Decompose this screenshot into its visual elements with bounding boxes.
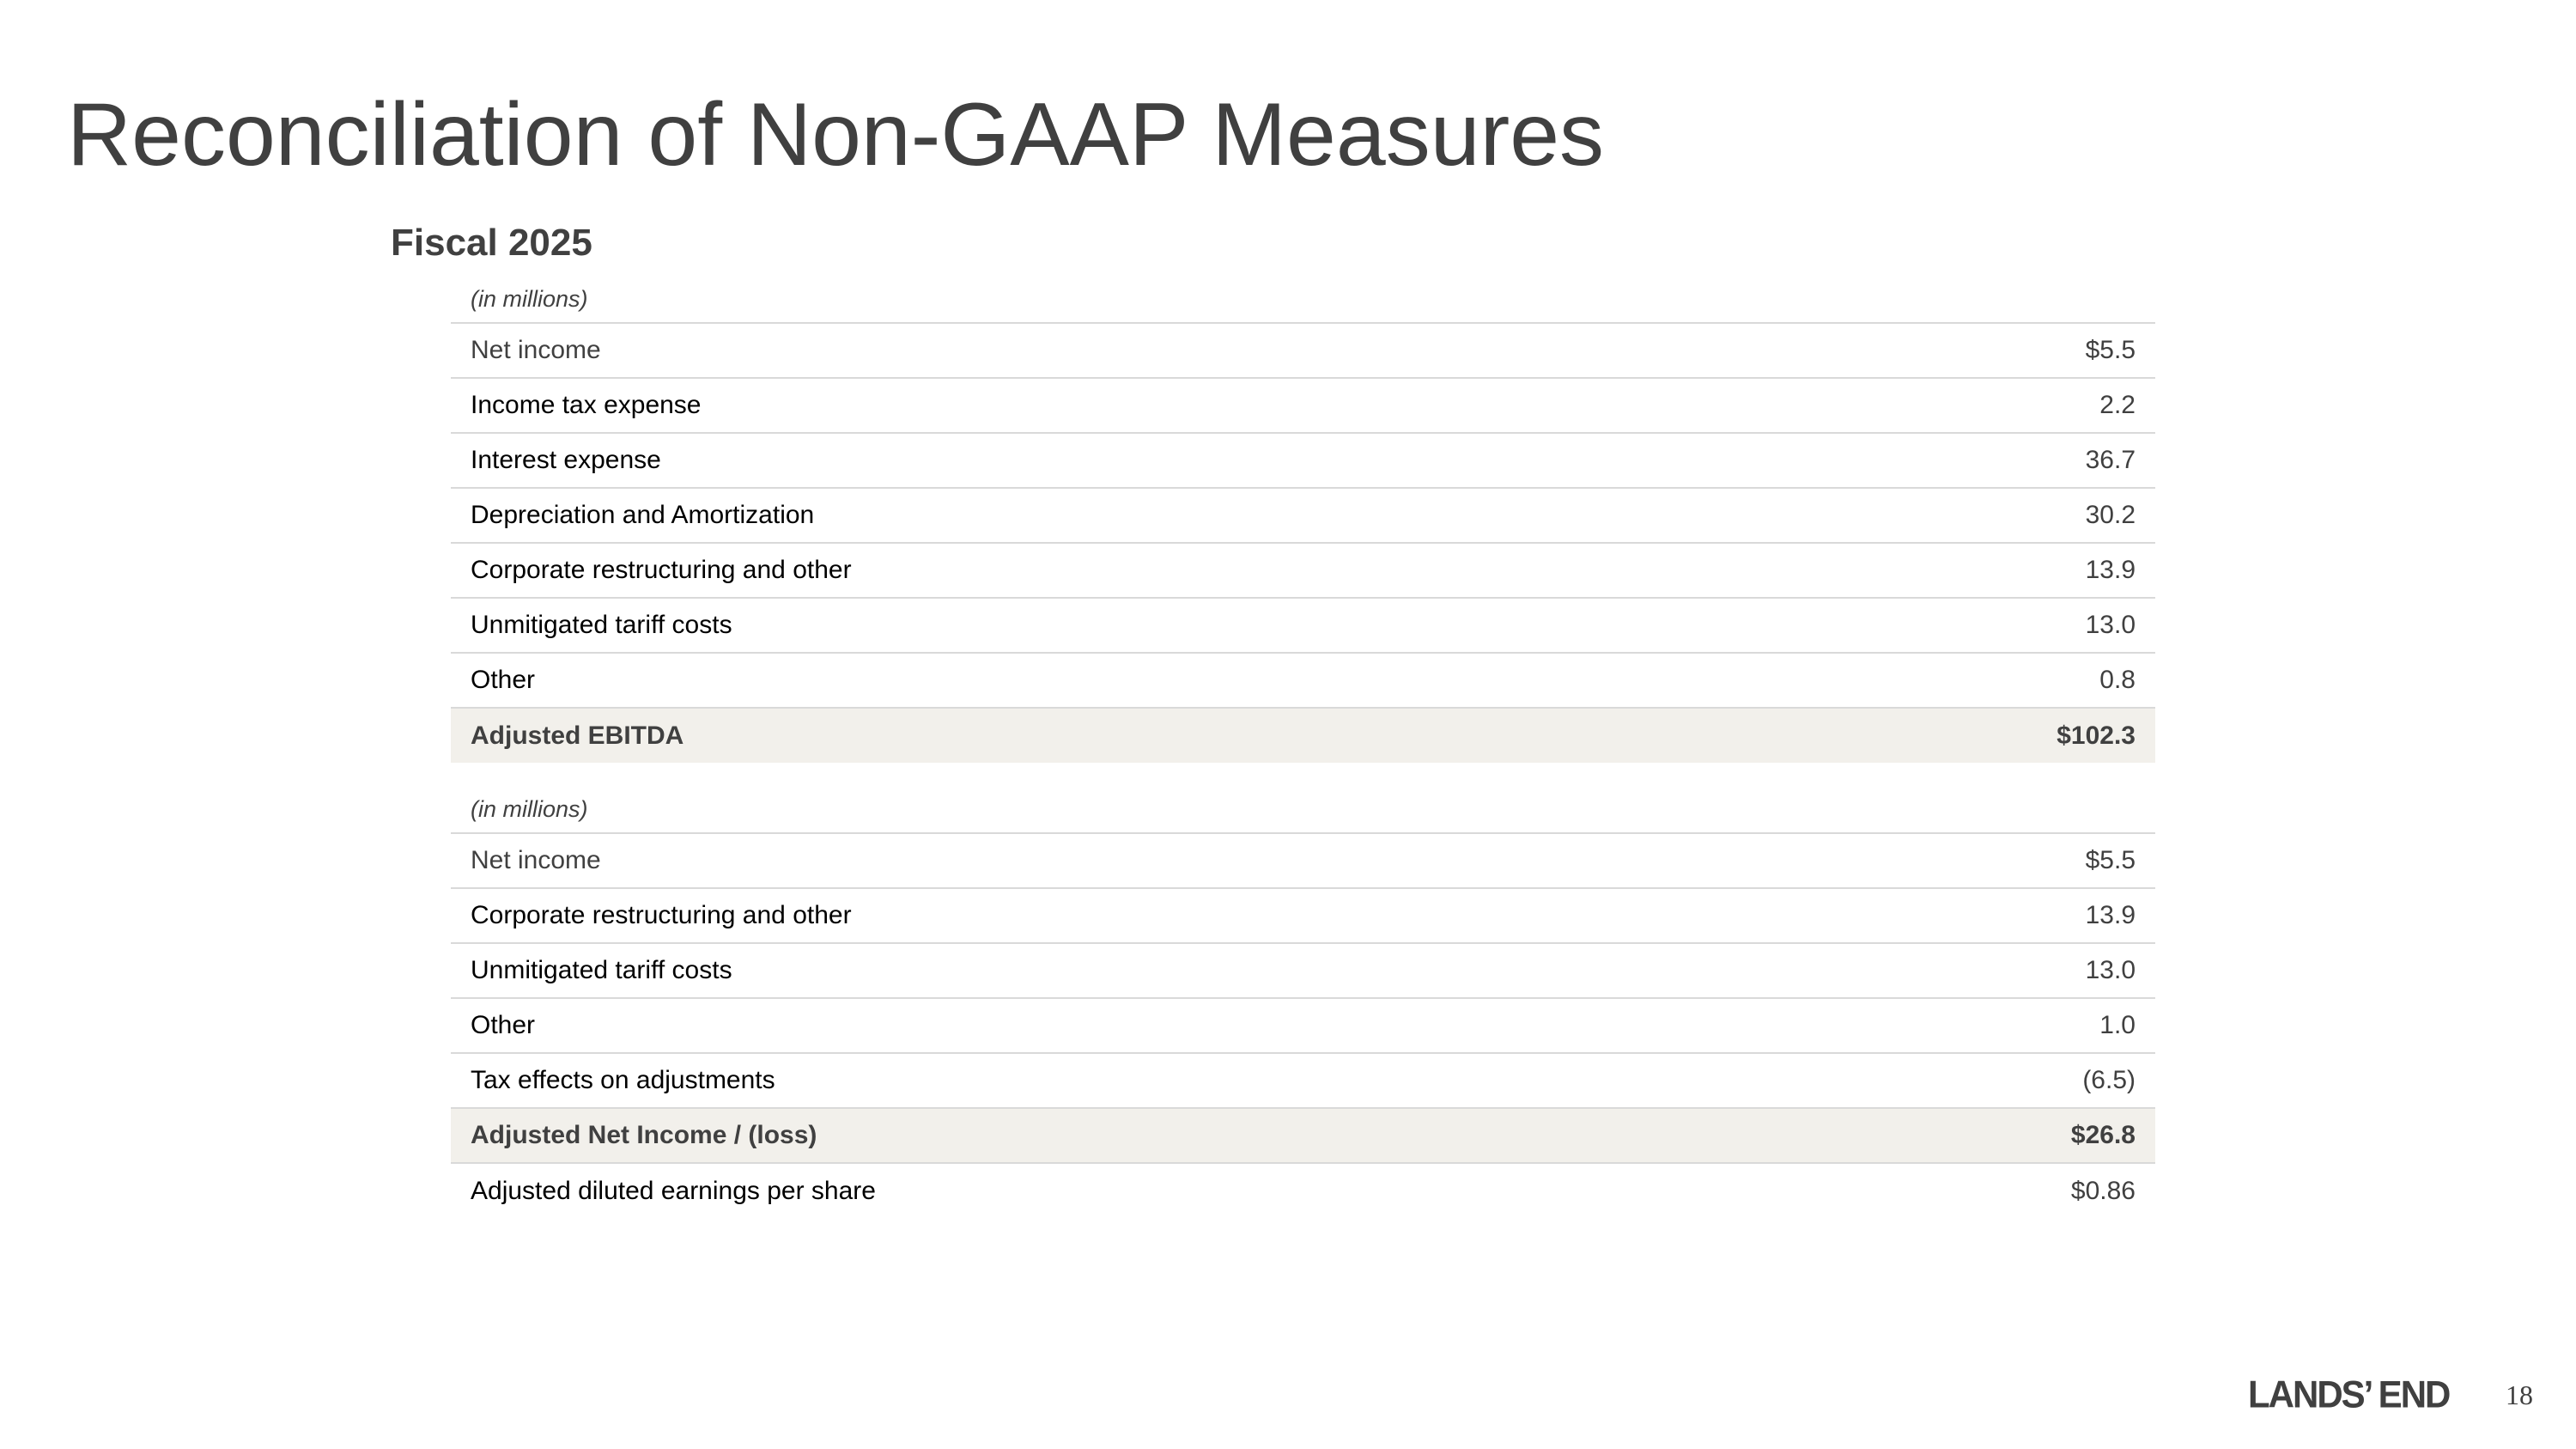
row-label: Unmitigated tariff costs (451, 598, 1812, 654)
row-value: 13.9 (1812, 543, 2155, 599)
page-title: Reconciliation of Non-GAAP Measures (67, 85, 1605, 185)
row-value: 13.0 (1812, 598, 2155, 654)
adjusted-ebitda-table: (in millions) Net income $5.5 Income tax… (451, 277, 2155, 763)
table-total-row: Adjusted EBITDA $102.3 (451, 708, 2155, 763)
total-value: $26.8 (1812, 1108, 2155, 1164)
table-row: Other 1.0 (451, 998, 2155, 1054)
row-value: $5.5 (1812, 833, 2155, 889)
row-label: Other (451, 998, 1812, 1054)
table-units-row: (in millions) (451, 277, 2155, 324)
row-value: (6.5) (1812, 1053, 2155, 1109)
total-value: $102.3 (1812, 708, 2155, 763)
row-value: $5.5 (1812, 323, 2155, 379)
row-label: Interest expense (451, 433, 1812, 489)
table-row: Unmitigated tariff costs 13.0 (451, 598, 2155, 654)
table-row: Corporate restructuring and other 13.9 (451, 543, 2155, 599)
row-label: Income tax expense (451, 378, 1812, 434)
table-row: Corporate restructuring and other 13.9 (451, 888, 2155, 944)
total-label: Adjusted Net Income / (loss) (451, 1108, 1812, 1164)
total-label: Adjusted EBITDA (451, 708, 1812, 763)
table-row: Adjusted diluted earnings per share $0.8… (451, 1163, 2155, 1218)
brand-logo: LANDS’ END (2248, 1373, 2451, 1416)
table-row: Other 0.8 (451, 653, 2155, 709)
table-total-row: Adjusted Net Income / (loss) $26.8 (451, 1108, 2155, 1164)
table-units-row: (in millions) (451, 787, 2155, 834)
page-number: 18 (2506, 1379, 2533, 1410)
table-row: Unmitigated tariff costs 13.0 (451, 943, 2155, 999)
table-row: Income tax expense 2.2 (451, 378, 2155, 434)
row-label: Other (451, 653, 1812, 709)
row-label: Tax effects on adjustments (451, 1053, 1812, 1109)
eps-label: Adjusted diluted earnings per share (471, 1176, 876, 1205)
units-label: (in millions) (451, 787, 2155, 834)
row-label: Depreciation and Amortization (451, 488, 1812, 544)
units-label: (in millions) (451, 277, 2155, 324)
table-row: Tax effects on adjustments (6.5) (451, 1053, 2155, 1109)
table-row: Net income $5.5 (451, 323, 2155, 379)
row-value: 0.8 (1812, 653, 2155, 709)
adjusted-net-income-table: (in millions) Net income $5.5 Corporate … (451, 787, 2155, 1218)
table-row: Net income $5.5 (451, 833, 2155, 889)
row-label: Corporate restructuring and other (451, 888, 1812, 944)
row-label: Net income (451, 833, 1812, 889)
row-value: 1.0 (1812, 998, 2155, 1054)
eps-value: $0.86 (2070, 1176, 2136, 1205)
row-label: Corporate restructuring and other (451, 543, 1812, 599)
row-value: 36.7 (1812, 433, 2155, 489)
row-value: 13.0 (1812, 943, 2155, 999)
table-row: Depreciation and Amortization 30.2 (451, 488, 2155, 544)
table-row: Interest expense 36.7 (451, 433, 2155, 489)
row-label: Unmitigated tariff costs (451, 943, 1812, 999)
row-label: Net income (451, 323, 1812, 379)
section-subtitle: Fiscal 2025 (391, 222, 592, 264)
row-value: 2.2 (1812, 378, 2155, 434)
row-value: 30.2 (1812, 488, 2155, 544)
row-value: 13.9 (1812, 888, 2155, 944)
